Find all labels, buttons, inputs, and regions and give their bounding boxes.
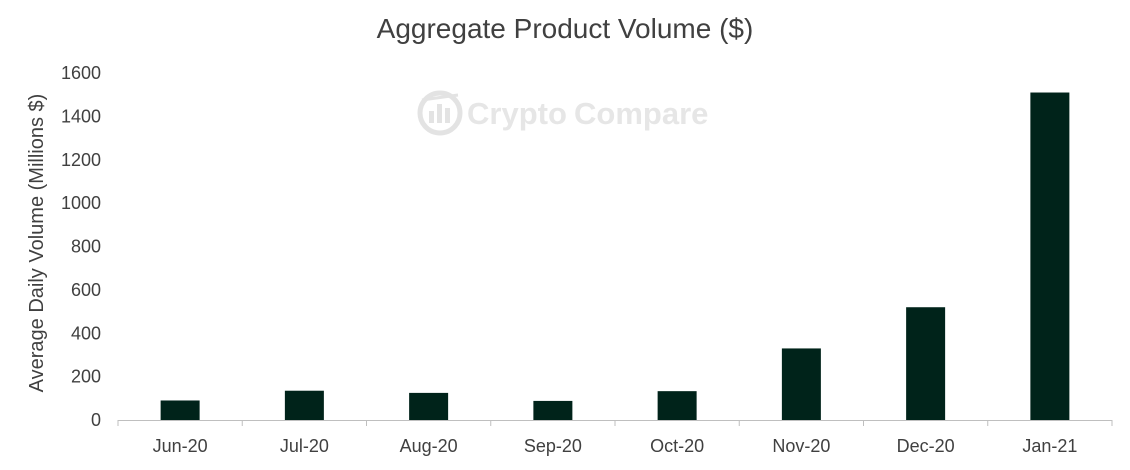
y-tick-label: 1400	[61, 106, 101, 126]
x-tick-label: Nov-20	[772, 436, 830, 456]
bar-dec-20	[906, 307, 946, 420]
x-tick-label: Aug-20	[400, 436, 458, 456]
chart-title: Aggregate Product Volume ($)	[377, 13, 754, 44]
x-tick-label: Jun-20	[153, 436, 208, 456]
bar-nov-20	[781, 348, 821, 420]
bar-sep-20	[533, 400, 573, 420]
watermark-brand-crypto: Crypto	[467, 96, 567, 131]
bar-jan-21	[1030, 92, 1070, 421]
x-tick-label: Jan-21	[1022, 436, 1077, 456]
watermark: Crypto Compare	[417, 90, 708, 136]
x-tick-label: Oct-20	[650, 436, 704, 456]
bars	[160, 92, 1070, 421]
y-tick-label: 600	[71, 280, 101, 300]
y-tick-label: 0	[91, 410, 101, 430]
y-tick-label: 200	[71, 367, 101, 387]
watermark-brand-compare: Compare	[574, 96, 708, 131]
x-tick-label: Dec-20	[897, 436, 955, 456]
x-tick-label: Jul-20	[280, 436, 329, 456]
bar-aug-20	[409, 392, 449, 420]
y-tick-label: 1000	[61, 193, 101, 213]
bar-oct-20	[657, 391, 697, 420]
y-tick-label: 1200	[61, 150, 101, 170]
y-axis-ticks: 0 200 400 600 800 1000 1200 1400 1600	[61, 63, 101, 430]
y-tick-label: 1600	[61, 63, 101, 83]
y-axis-label: Average Daily Volume (Millions $)	[26, 94, 48, 393]
y-tick-label: 800	[71, 237, 101, 257]
cryptocompare-logo-icon	[417, 90, 463, 136]
x-tick-label: Sep-20	[524, 436, 582, 456]
y-tick-label: 400	[71, 323, 101, 343]
x-axis-ticks: Jun-20 Jul-20 Aug-20 Sep-20 Oct-20 Nov-20 Dec-…	[117, 420, 1113, 456]
bar-jul-20	[284, 390, 324, 420]
bar-jun-20	[160, 400, 200, 420]
